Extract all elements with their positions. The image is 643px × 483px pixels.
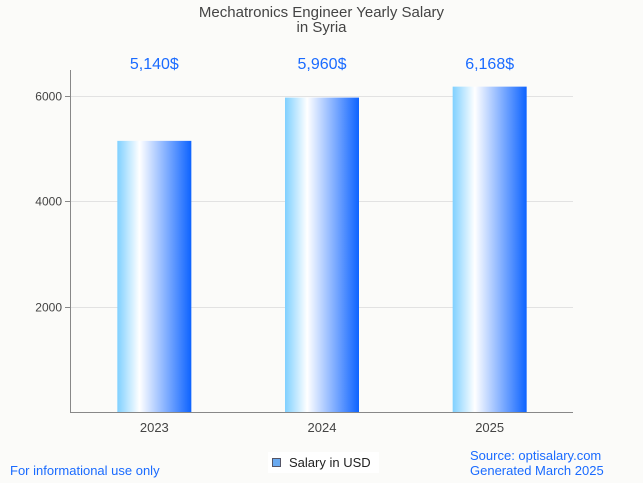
y-tick-label: 6000 bbox=[35, 90, 62, 104]
bar-2025 bbox=[452, 86, 527, 412]
y-tick-label: 4000 bbox=[35, 195, 62, 209]
y-tick-label: 2000 bbox=[35, 301, 62, 315]
legend-swatch bbox=[272, 458, 281, 467]
disclaimer: For informational use only bbox=[10, 463, 160, 478]
source-link[interactable]: Source: optisalary.com bbox=[470, 448, 602, 463]
data-label: 5,140$ bbox=[130, 56, 179, 73]
legend: Salary in USD bbox=[268, 452, 379, 473]
data-label: 5,960$ bbox=[298, 56, 347, 73]
generated-date: Generated March 2025 bbox=[470, 463, 604, 478]
chart-subtitle: in Syria bbox=[296, 19, 347, 36]
x-tick-label: 2023 bbox=[140, 420, 169, 435]
legend-label: Salary in USD bbox=[289, 455, 371, 470]
bar-2023 bbox=[117, 140, 192, 413]
bar-2024 bbox=[285, 97, 359, 413]
data-label: 6,168$ bbox=[465, 56, 514, 73]
x-tick-label: 2025 bbox=[475, 420, 504, 435]
x-tick-label: 2024 bbox=[308, 420, 337, 435]
chart-title: Mechatronics Engineer Yearly Salary bbox=[198, 4, 445, 21]
